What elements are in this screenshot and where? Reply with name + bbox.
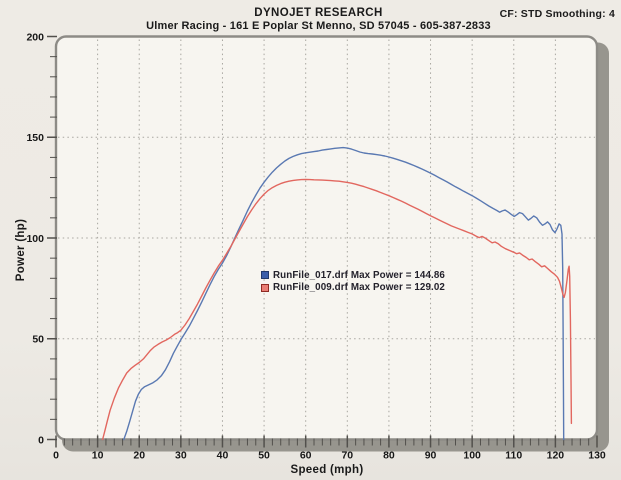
legend-swatch-runfile-017: [261, 271, 269, 280]
legend-row-runfile-017: RunFile_017.drf Max Power = 144.86: [261, 269, 445, 282]
x-tick-label-90: 90: [425, 450, 437, 462]
x-tick-label-130: 130: [588, 450, 606, 462]
x-tick-label-30: 30: [175, 450, 187, 462]
y-tick-label-100: 100: [26, 233, 44, 245]
x-tick-label-70: 70: [341, 450, 353, 462]
x-tick-label-80: 80: [383, 450, 395, 462]
x-tick-label-110: 110: [505, 450, 522, 462]
legend-swatch-runfile-009: [261, 283, 269, 292]
shop-address: Ulmer Racing - 161 E Poplar St Menno, SD…: [146, 20, 491, 32]
y-tick-label-150: 150: [26, 132, 44, 144]
legend-label-runfile-017: RunFile_017.drf Max Power = 144.86: [273, 269, 445, 281]
y-tick-label-0: 0: [38, 434, 44, 446]
x-tick-label-60: 60: [300, 450, 312, 462]
x-tick-label-40: 40: [217, 450, 229, 462]
y-tick-label-50: 50: [32, 334, 44, 346]
y-tick-label-200: 200: [26, 31, 44, 43]
legend-row-runfile-009: RunFile_009.drf Max Power = 129.02: [261, 282, 445, 295]
series-curve-runfile-009-drf: [101, 178, 573, 441]
correction-smoothing-label: CF: STD Smoothing: 4: [499, 8, 615, 20]
page-title: DYNOJET RESEARCH: [254, 7, 383, 19]
x-tick-label-20: 20: [133, 450, 145, 462]
x-tick-label-100: 100: [463, 450, 481, 462]
x-tick-label-120: 120: [547, 450, 565, 462]
series-curve-runfile-017-drf: [123, 146, 565, 441]
x-tick-label-50: 50: [258, 450, 270, 462]
legend: RunFile_017.drf Max Power = 144.86 RunFi…: [261, 269, 445, 294]
x-tick-label-0: 0: [53, 450, 59, 462]
legend-label-runfile-009: RunFile_009.drf Max Power = 129.02: [273, 282, 445, 294]
y-axis-title: Power (hp): [15, 218, 27, 282]
x-tick-label-10: 10: [92, 450, 104, 462]
x-axis-title: Speed (mph): [290, 464, 364, 476]
